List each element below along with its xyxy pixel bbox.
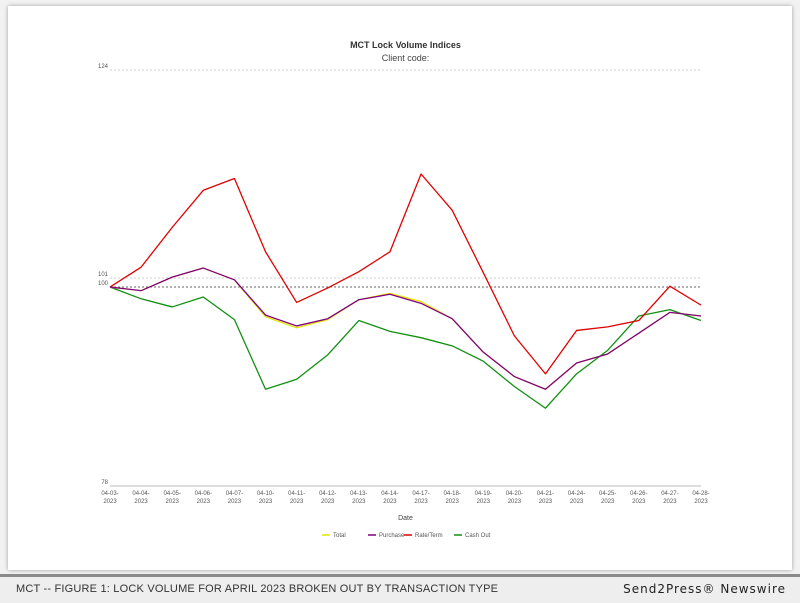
x-tick-label: 04-12-	[319, 491, 336, 497]
x-tick-label: 04-10-	[257, 491, 274, 497]
x-tick-label: 04-07-	[226, 491, 243, 497]
x-tick-label: 2023	[290, 499, 304, 505]
footer-bar: MCT -- FIGURE 1: LOCK VOLUME FOR APRIL 2…	[0, 574, 800, 603]
legend-label: Cash Out	[465, 533, 491, 539]
x-tick-label: 04-19-	[475, 491, 492, 497]
x-tick-label: 04-18-	[443, 491, 460, 497]
y-tick-label: 124	[98, 64, 109, 70]
line-chart: MCT Lock Volume Indices Client code: 78 100…	[98, 40, 710, 539]
x-tick-label: 2023	[508, 499, 522, 505]
x-tick-label: 2023	[445, 499, 459, 505]
x-tick-label: 2023	[228, 499, 242, 505]
legend-label: Rate/Term	[415, 533, 443, 539]
x-axis-label: Date	[398, 515, 413, 522]
series-line-rate-term	[109, 173, 702, 375]
x-tick-label: 04-26-	[630, 491, 647, 497]
x-tick-label: 2023	[601, 499, 615, 505]
x-tick-label: 2023	[103, 499, 117, 505]
x-tick-label: 04-03-	[101, 491, 118, 497]
x-tick-label: 2023	[539, 499, 553, 505]
chart-title: MCT Lock Volume Indices	[350, 40, 461, 50]
x-tick-label: 04-28-	[692, 491, 709, 497]
x-tick-label: 2023	[352, 499, 366, 505]
x-tick-label: 2023	[321, 499, 335, 505]
x-tick-label: 04-06-	[195, 491, 212, 497]
x-tick-label: 2023	[414, 499, 428, 505]
x-tick-label: 2023	[134, 499, 148, 505]
legend-label: Total	[333, 533, 346, 539]
x-tick-label: 2023	[166, 499, 180, 505]
x-tick-label: 2023	[383, 499, 397, 505]
x-tick-label: 04-11-	[288, 491, 305, 497]
x-tick-label: 04-21-	[537, 491, 554, 497]
x-tick-label: 04-25-	[599, 491, 616, 497]
newswire-brand: Send2Press® Newswire	[623, 582, 786, 596]
y-tick-label: 101	[98, 272, 109, 278]
x-tick-label: 04-27-	[661, 491, 678, 497]
x-tick-label: 2023	[632, 499, 646, 505]
x-tick-label: 04-24-	[568, 491, 585, 497]
x-tick-label: 04-17-	[412, 491, 429, 497]
y-tick-label: 100	[98, 281, 109, 287]
series-line-total	[109, 267, 702, 390]
x-tick-label: 04-20-	[506, 491, 523, 497]
x-tick-label: 2023	[477, 499, 491, 505]
x-tick-label: 2023	[663, 499, 677, 505]
series-line-purchase	[109, 267, 702, 390]
y-tick-label: 78	[101, 480, 108, 486]
x-tick-label: 04-14-	[381, 491, 398, 497]
chart-card: MCT Lock Volume Indices Client code: 78 100…	[8, 6, 792, 570]
legend-label: Purchase	[379, 533, 405, 539]
x-tick-label: 2023	[570, 499, 584, 505]
x-tick-label: 2023	[694, 499, 708, 505]
series-line-cash-out	[109, 286, 702, 409]
x-tick-label: 04-04-	[132, 491, 149, 497]
x-tick-label: 2023	[259, 499, 273, 505]
figure-caption: MCT -- FIGURE 1: LOCK VOLUME FOR APRIL 2…	[16, 583, 499, 595]
chart-subtitle: Client code:	[382, 53, 430, 63]
x-tick-label: 04-05-	[164, 491, 181, 497]
x-tick-label: 04-13-	[350, 491, 367, 497]
x-tick-label: 2023	[197, 499, 211, 505]
